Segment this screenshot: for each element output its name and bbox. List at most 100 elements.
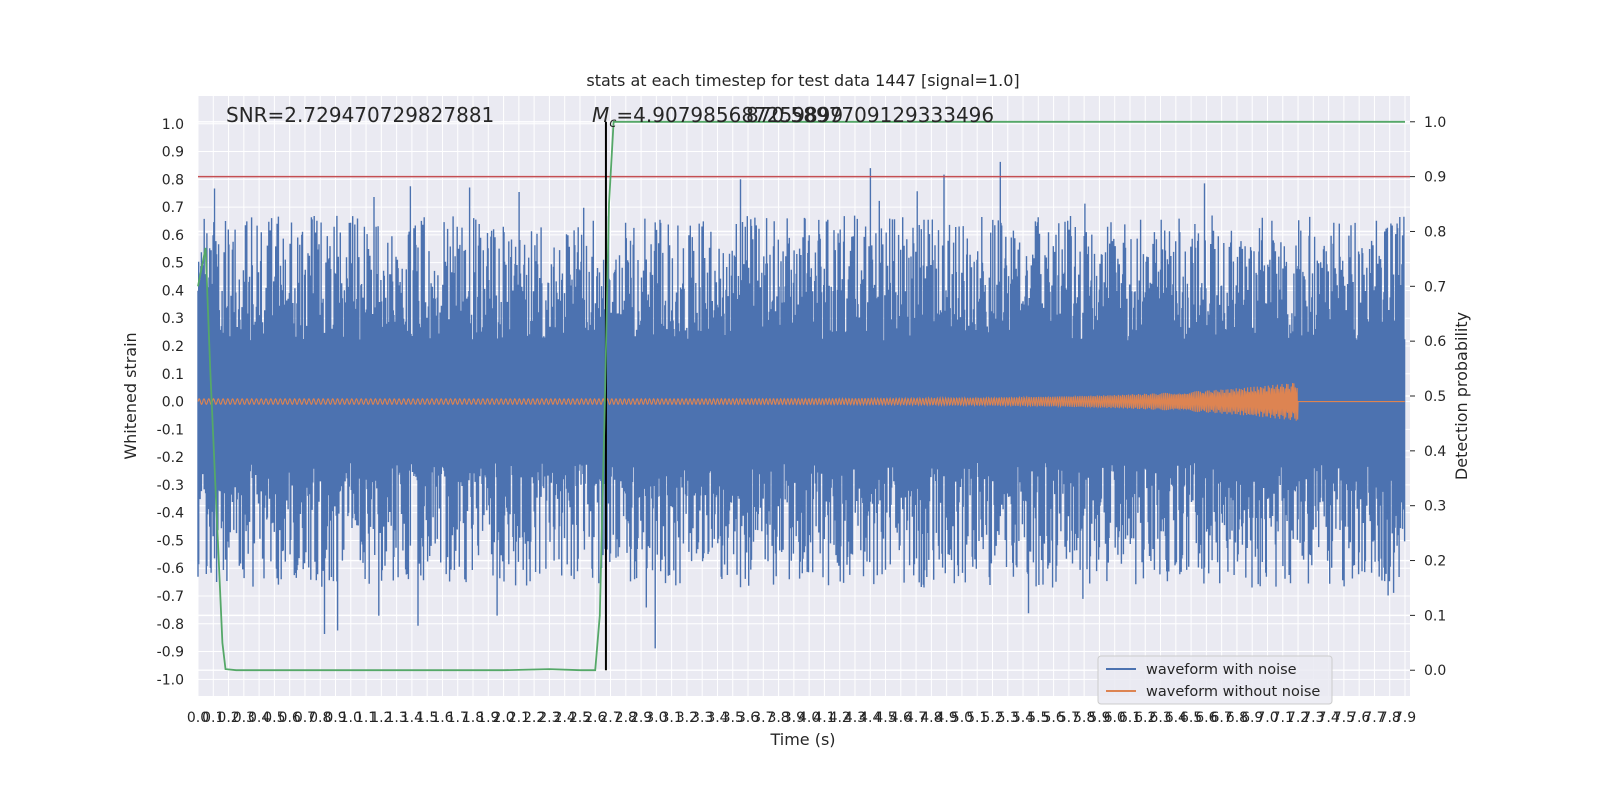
y-left-tick-label: -0.6 [157, 561, 184, 577]
x-tick-label: 7.5 [1333, 710, 1355, 726]
x-tick-label: 7.3 [1302, 710, 1324, 726]
y-right-tick-label: 0.9 [1424, 170, 1446, 186]
mc-annotation-overlap: 870.5897709129333496 [746, 103, 994, 127]
x-tick-label: 0.7 [294, 710, 316, 726]
x-tick-label: 7.8 [1379, 710, 1401, 726]
x-tick-label: 3.9 [783, 710, 805, 726]
x-tick-label: 5.6 [1042, 710, 1064, 726]
x-tick-label: 2.3 [538, 710, 560, 726]
x-tick-label: 1.4 [401, 710, 423, 726]
y-axis-right-ticks: 0.0 0.1 0.2 0.3 0.4 0.5 0.6 0.7 0.8 0.9 1.0 [1410, 115, 1446, 679]
y-left-tick-label: -0.1 [157, 422, 184, 438]
x-tick-label: 6.1 [1119, 710, 1141, 726]
x-tick-label: 3.7 [752, 710, 774, 726]
y-left-tick-label: 0.3 [162, 311, 184, 327]
x-tick-label: 0.8 [309, 710, 331, 726]
legend: waveform with noise waveform without noi… [1097, 655, 1333, 705]
y-left-tick-label: 0.9 [162, 145, 184, 161]
x-tick-label: 7.1 [1272, 710, 1294, 726]
y-left-tick-label: -0.8 [157, 617, 184, 633]
x-tick-label: 6.2 [1134, 710, 1156, 726]
y-left-tick-label: 0.0 [162, 395, 184, 411]
y-right-tick-label: 0.2 [1424, 554, 1446, 570]
x-tick-label: 1.0 [340, 710, 362, 726]
x-tick-label: 3.5 [722, 710, 744, 726]
x-tick-label: 0.5 [263, 710, 285, 726]
x-tick-label: 6.9 [1241, 710, 1263, 726]
y-right-tick-label: 1.0 [1424, 115, 1446, 131]
x-tick-label: 7.7 [1363, 710, 1385, 726]
y-left-tick-label: 0.2 [162, 339, 184, 355]
x-tick-label: 5.0 [951, 710, 973, 726]
legend-label-clean: waveform without noise [1146, 684, 1320, 700]
y-left-tick-label: -0.4 [157, 506, 184, 522]
y-left-tick-label: -0.3 [157, 478, 184, 494]
x-tick-label: 6.6 [1195, 710, 1217, 726]
x-tick-label: 6.3 [1149, 710, 1171, 726]
x-tick-label: 2.5 [569, 710, 591, 726]
x-tick-label: 1.5 [416, 710, 438, 726]
x-tick-label: 3.6 [737, 710, 759, 726]
x-tick-label: 2.4 [554, 710, 576, 726]
x-tick-label: 4.9 [936, 710, 958, 726]
x-tick-label: 0.2 [217, 710, 239, 726]
y-right-tick-label: 0.8 [1424, 224, 1446, 240]
y-right-tick-label: 0.1 [1424, 608, 1446, 624]
x-tick-label: 0.4 [248, 710, 270, 726]
x-tick-label: 1.1 [355, 710, 377, 726]
x-tick-label: 2.1 [508, 710, 530, 726]
x-tick-label: 1.8 [462, 710, 484, 726]
x-tick-label: 3.8 [767, 710, 789, 726]
mc-annotation: Mc=4.907985687259899 [592, 103, 843, 131]
x-tick-label: 7.0 [1256, 710, 1278, 726]
x-tick-label: 7.4 [1317, 710, 1339, 726]
x-tick-label: 5.4 [1012, 710, 1034, 726]
x-tick-label: 6.0 [1104, 710, 1126, 726]
x-axis-label: Time (s) [769, 730, 835, 749]
x-tick-label: 5.7 [1058, 710, 1080, 726]
y-left-tick-label: -0.9 [157, 645, 184, 661]
legend-label-noise: waveform with noise [1146, 662, 1297, 678]
x-tick-label: 3.2 [676, 710, 698, 726]
x-tick-label: 6.5 [1180, 710, 1202, 726]
y-left-tick-label: -0.7 [157, 589, 184, 605]
x-axis-ticks: 0.00.10.20.30.40.50.60.70.80.91.01.11.21… [187, 710, 1416, 726]
x-tick-label: 4.8 [920, 710, 942, 726]
y-left-tick-label: 0.8 [162, 172, 184, 188]
x-tick-label: 2.8 [615, 710, 637, 726]
x-tick-label: 6.8 [1226, 710, 1248, 726]
y-right-tick-label: 0.3 [1424, 499, 1446, 515]
y-right-tick-label: 0.7 [1424, 279, 1446, 295]
x-tick-label: 0.0 [187, 710, 209, 726]
x-tick-label: 4.6 [890, 710, 912, 726]
x-tick-label: 0.1 [202, 710, 224, 726]
x-tick-label: 7.9 [1394, 710, 1416, 726]
y-left-tick-label: 0.4 [162, 283, 184, 299]
x-tick-label: 1.6 [431, 710, 453, 726]
x-tick-label: 7.2 [1287, 710, 1309, 726]
x-tick-label: 4.7 [905, 710, 927, 726]
series-detection-probability [197, 120, 1405, 672]
x-tick-label: 4.5 [874, 710, 896, 726]
x-tick-label: 4.3 [844, 710, 866, 726]
y-right-tick-label: 0.4 [1424, 444, 1446, 460]
x-tick-label: 3.3 [691, 710, 713, 726]
x-tick-label: 1.9 [477, 710, 499, 726]
x-tick-label: 5.1 [966, 710, 988, 726]
y-right-tick-label: 0.0 [1424, 663, 1446, 679]
x-tick-label: 4.0 [798, 710, 820, 726]
x-tick-label: 0.3 [233, 710, 255, 726]
y-right-tick-label: 0.6 [1424, 334, 1446, 350]
x-tick-label: 5.2 [981, 710, 1003, 726]
series-waveform-without-noise [197, 382, 1405, 421]
x-tick-label: 2.7 [599, 710, 621, 726]
x-tick-label: 7.6 [1348, 710, 1370, 726]
y-left-tick-label: -0.5 [157, 533, 184, 549]
chart-title: stats at each timestep for test data 144… [586, 71, 1019, 90]
x-tick-label: 2.2 [523, 710, 545, 726]
x-tick-label: 1.7 [447, 710, 469, 726]
x-tick-label: 3.0 [645, 710, 667, 726]
y-left-tick-label: -0.2 [157, 450, 184, 466]
x-tick-label: 1.3 [385, 710, 407, 726]
